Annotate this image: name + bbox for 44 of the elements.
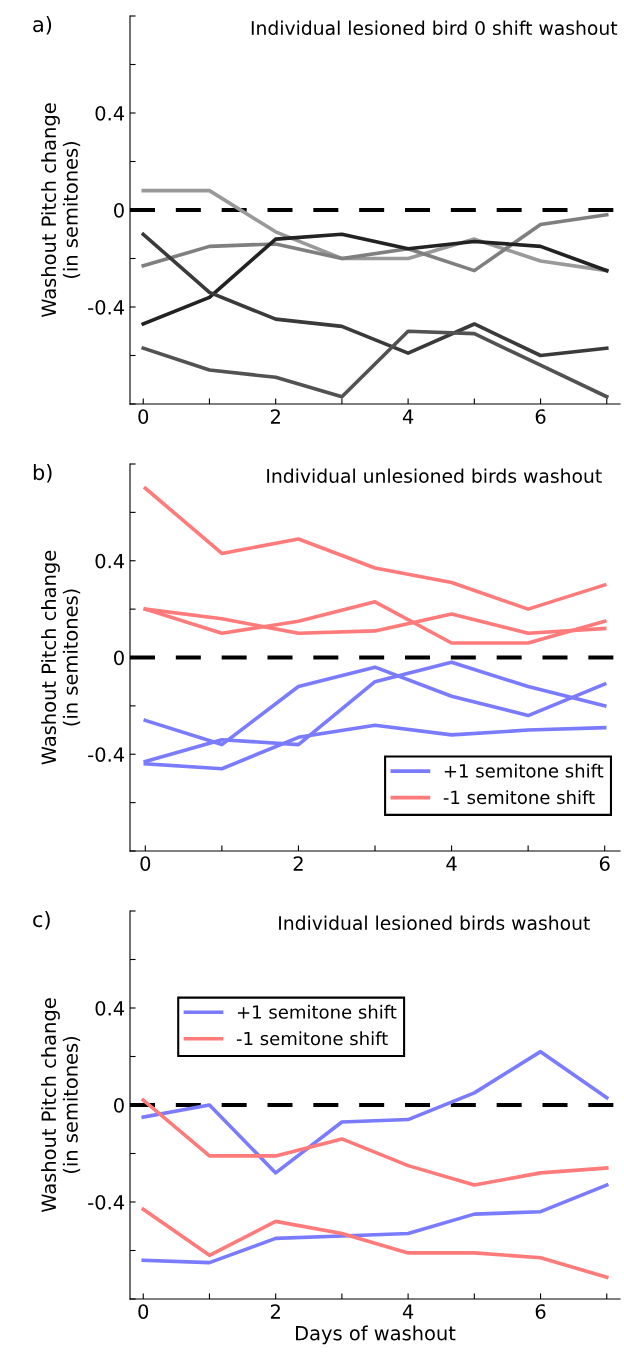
y-tick-label: -0.4 — [88, 1194, 125, 1210]
y-axis-title: Washout Pitch change (in semitones) — [41, 998, 81, 1213]
y-axis-title: Washout Pitch change (in semitones) — [41, 550, 81, 765]
x-tick-label: 0 — [140, 856, 151, 871]
x-tick-label: 2 — [270, 409, 280, 424]
line-series — [141, 232, 609, 326]
line-series — [141, 213, 609, 273]
x-tick-label: 0 — [138, 1304, 149, 1319]
y-tick-label: -0.4 — [88, 299, 125, 315]
chart-title: Individual lesioned birds washout — [279, 915, 590, 931]
legend-label: -1 semitone shift — [236, 1031, 388, 1046]
text: a) — [33, 16, 52, 35]
x-tick-label: 6 — [599, 856, 610, 871]
legend-label: +1 semitone shift — [237, 1004, 397, 1019]
x-tick-label: 4 — [402, 1304, 414, 1319]
line-series — [143, 486, 607, 611]
line-series — [141, 1098, 609, 1187]
legend-label: -1 semitone shift — [443, 790, 595, 805]
y-tick-label: 0 — [114, 650, 124, 666]
line-series — [141, 232, 609, 358]
line-series — [141, 1207, 609, 1279]
y-tick-label: 0.4 — [95, 105, 125, 121]
text: b) — [33, 464, 52, 483]
x-tick-label: 2 — [270, 1304, 280, 1319]
y-tick-label: -0.4 — [88, 747, 125, 762]
y-axis-title: Washout Pitch change (in semitones) — [41, 103, 81, 318]
chart-title: Individual unlesioned birds washout — [267, 468, 602, 484]
y-tick-label: 0.4 — [95, 553, 125, 569]
legend-label: +1 semitone shift — [444, 763, 604, 778]
text: c) — [33, 911, 50, 930]
y-tick-label: 0.4 — [95, 1000, 125, 1016]
line-series — [141, 1049, 609, 1175]
x-tick-label: 2 — [293, 856, 303, 871]
y-tick-label: 0 — [114, 1097, 124, 1113]
y-tick-label: 0 — [114, 202, 124, 218]
x-tick-label: 4 — [446, 856, 457, 871]
line-series — [141, 329, 609, 399]
line-series — [141, 1183, 609, 1265]
x-tick-label: 6 — [535, 1304, 546, 1319]
chart-title: Individual lesioned bird 0 shift washout — [251, 20, 618, 36]
x-axis-title: Days of washout — [296, 1325, 456, 1345]
x-tick-label: 4 — [402, 409, 414, 424]
x-tick-label: 6 — [535, 409, 546, 424]
x-tick-label: 0 — [138, 409, 149, 424]
